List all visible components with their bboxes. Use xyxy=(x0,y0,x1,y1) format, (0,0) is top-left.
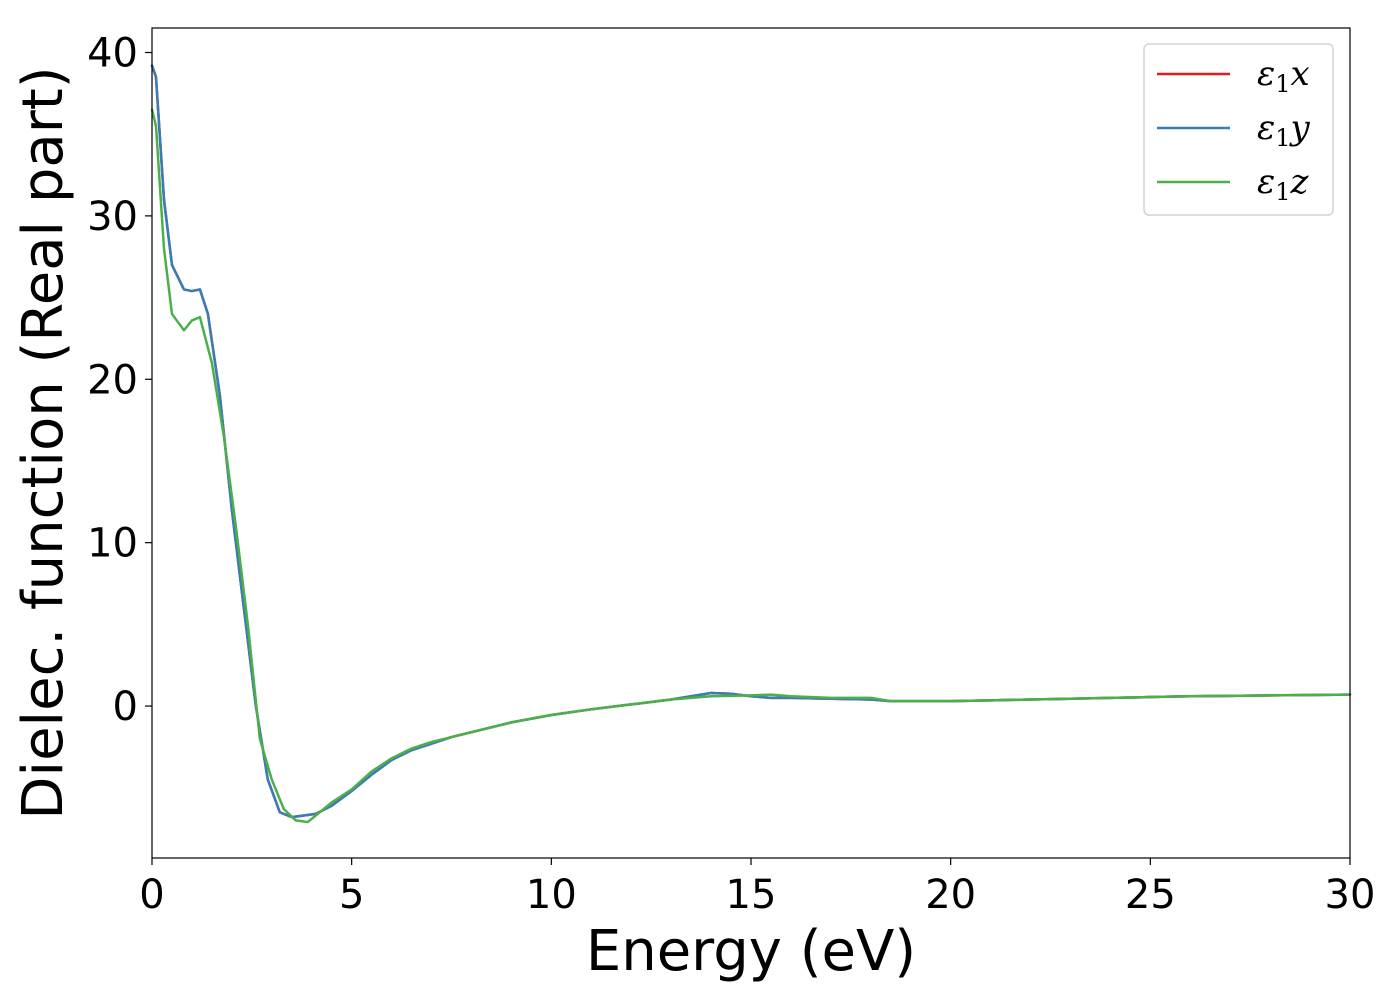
x-axis: 0 5 10 15 20 25 30 xyxy=(139,858,1375,918)
x-tick-label: 25 xyxy=(1125,872,1176,918)
legend-subscript: 1 xyxy=(1275,124,1290,152)
legend-symbol: ε xyxy=(1257,108,1275,148)
series-layer xyxy=(150,64,1352,824)
x-tick-label: 5 xyxy=(339,872,364,918)
y-axis-label: Dielec. function (Real part) xyxy=(11,66,76,819)
legend-component: z xyxy=(1290,162,1310,202)
x-axis-label: Energy (eV) xyxy=(586,919,916,984)
legend-component: x xyxy=(1291,54,1310,94)
y-tick-label: 30 xyxy=(87,194,138,240)
x-tick-label: 0 xyxy=(139,872,164,918)
legend-label-y: ε1y xyxy=(1257,108,1311,152)
y-tick-label: 0 xyxy=(113,684,138,730)
legend-subscript: 1 xyxy=(1275,70,1290,98)
legend-box xyxy=(1143,43,1334,216)
x-tick-label: 15 xyxy=(726,872,777,918)
x-tick-label: 10 xyxy=(526,872,577,918)
legend-label-z: ε1z xyxy=(1257,162,1310,206)
y-tick-label: 20 xyxy=(87,357,138,403)
x-tick-label: 20 xyxy=(925,872,976,918)
legend-symbol: ε xyxy=(1257,54,1275,94)
y-tick-label: 10 xyxy=(87,521,138,567)
x-tick-label: 30 xyxy=(1325,872,1376,918)
legend-component: y xyxy=(1289,108,1311,148)
y-tick-label: 40 xyxy=(87,31,138,77)
legend-symbol: ε xyxy=(1257,162,1275,202)
series-line-z xyxy=(150,108,1352,824)
legend-label-x: ε1x xyxy=(1257,54,1310,98)
y-axis: 0 10 20 30 40 xyxy=(87,31,152,730)
legend-subscript: 1 xyxy=(1275,178,1290,206)
